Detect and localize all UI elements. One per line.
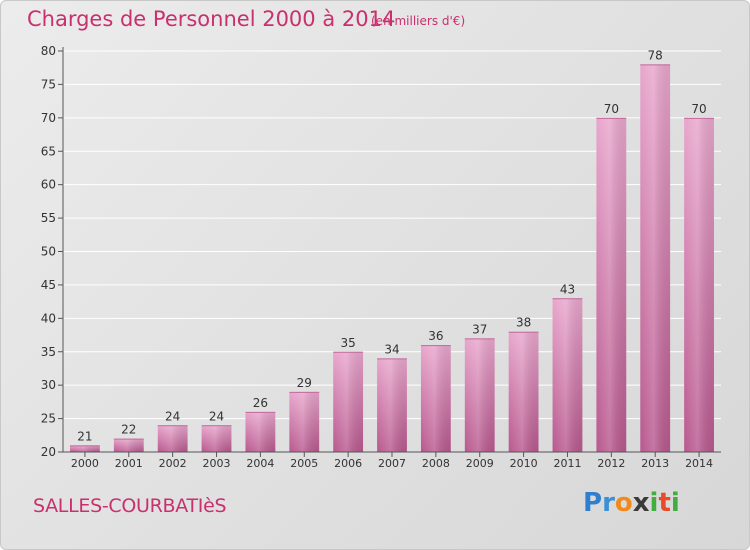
- y-tick-label: 65: [41, 144, 56, 158]
- commune-name: SALLES-COURBATIèS: [33, 495, 227, 517]
- bar-sheen: [113, 438, 144, 452]
- y-tick-label: 45: [41, 278, 56, 292]
- chart-title: Charges de Personnel 2000 à 2014: [27, 7, 396, 31]
- logo-letter: i: [670, 488, 680, 518]
- x-tick-label: 2010: [510, 457, 538, 470]
- logo-letter: t: [658, 488, 671, 518]
- y-tick-label: 80: [41, 44, 56, 58]
- bar-value-label: 36: [428, 329, 443, 343]
- x-tick-label: 2004: [246, 457, 274, 470]
- bar-sheen: [157, 425, 188, 452]
- y-tick-label: 40: [41, 311, 56, 325]
- logo-letter: P: [583, 488, 603, 518]
- bar-sheen: [245, 411, 276, 452]
- y-tick-label: 20: [41, 445, 56, 459]
- bar-value-label: 43: [560, 282, 575, 296]
- bar-sheen: [508, 331, 539, 452]
- bar-sheen: [201, 425, 232, 452]
- x-tick-label: 2002: [159, 457, 187, 470]
- bar-value-label: 34: [384, 342, 399, 356]
- y-tick-label: 50: [41, 245, 56, 259]
- bar-value-label: 78: [648, 48, 663, 62]
- bar-sheen: [420, 345, 451, 452]
- x-tick-label: 2008: [422, 457, 450, 470]
- x-tick-label: 2014: [685, 457, 713, 470]
- y-tick-label: 55: [41, 211, 56, 225]
- x-tick-label: 2003: [203, 457, 231, 470]
- y-tick-label: 75: [41, 77, 56, 91]
- x-tick-label: 2005: [290, 457, 318, 470]
- bar-value-label: 29: [297, 376, 312, 390]
- x-tick-label: 2009: [466, 457, 494, 470]
- bar-value-label: 24: [165, 409, 180, 423]
- chart-unit: (en milliers d'€): [371, 14, 466, 28]
- logo-letter: i: [649, 488, 659, 518]
- x-tick-label: 2013: [641, 457, 669, 470]
- bar-value-label: 70: [604, 102, 619, 116]
- labels: 20 25 30 35 40 45 50 55 60 65 70 75 80 21 2000 22 2001 24…: [41, 44, 713, 470]
- logo-letter: o: [614, 488, 633, 518]
- bar-value-label: 35: [340, 336, 355, 350]
- bars: [70, 64, 714, 452]
- x-tick-label: 2000: [71, 457, 99, 470]
- proxiti-logo[interactable]: Proxiti: [583, 488, 680, 518]
- y-tick-label: 60: [41, 178, 56, 192]
- bar-sheen: [596, 117, 627, 452]
- y-tick-label: 25: [41, 412, 56, 426]
- bar-sheen: [70, 445, 100, 452]
- x-tick-label: 2012: [597, 457, 625, 470]
- bar-sheen: [377, 358, 407, 452]
- bar-value-label: 22: [121, 423, 136, 437]
- bar-value-label: 37: [472, 322, 487, 336]
- bar-sheen: [684, 117, 714, 452]
- x-tick-label: 2007: [378, 457, 406, 470]
- bar-value-label: 38: [516, 316, 531, 330]
- bar-value-label: 21: [77, 429, 92, 443]
- x-tick-label: 2011: [553, 457, 581, 470]
- y-tick-label: 30: [41, 378, 56, 392]
- x-tick-label: 2001: [115, 457, 143, 470]
- bar-sheen: [464, 338, 495, 452]
- bar-value-label: 24: [209, 409, 224, 423]
- axes: [58, 47, 721, 457]
- logo-letter: x: [632, 488, 650, 518]
- y-tick-label: 70: [41, 111, 56, 125]
- bar-value-label: 70: [691, 102, 706, 116]
- bar-sheen: [552, 298, 583, 452]
- bar-value-label: 26: [253, 396, 268, 410]
- bar-sheen: [640, 64, 671, 452]
- logo-letter: r: [602, 488, 615, 518]
- x-tick-label: 2006: [334, 457, 362, 470]
- bar-sheen: [333, 351, 364, 452]
- bar-sheen: [289, 391, 320, 452]
- y-tick-label: 35: [41, 345, 56, 359]
